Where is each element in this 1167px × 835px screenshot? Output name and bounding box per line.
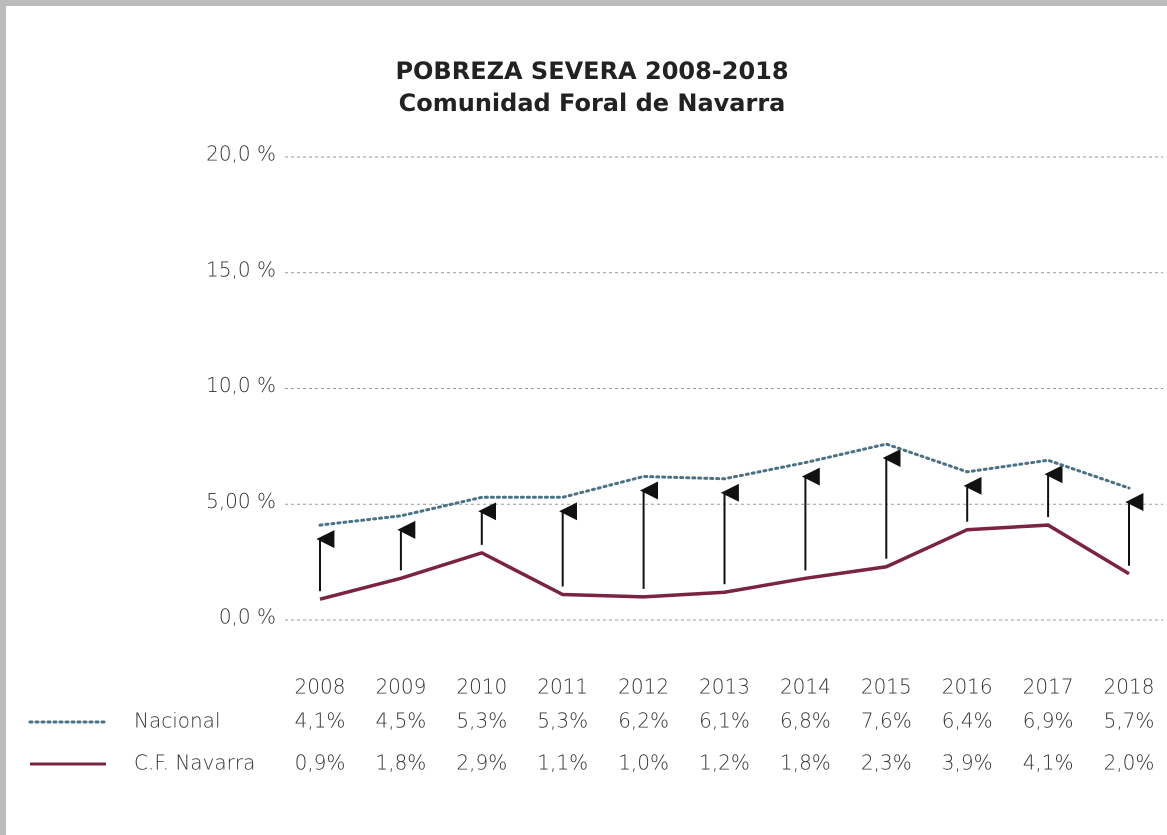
legend-label: Nacional <box>134 709 221 733</box>
value-label: 1,0% <box>618 751 669 775</box>
value-label: 6,4% <box>942 709 993 733</box>
x-tick-label: 2015 <box>861 675 912 699</box>
y-tick-label: 20,0 % <box>206 142 276 166</box>
value-label: 4,1% <box>295 709 346 733</box>
x-tick-label: 2009 <box>375 675 426 699</box>
x-tick-label: 2010 <box>456 675 507 699</box>
value-label: 1,8% <box>780 751 831 775</box>
value-label: 2,9% <box>456 751 507 775</box>
legend-label: C.F. Navarra <box>134 751 255 775</box>
value-label: 2,3% <box>861 751 912 775</box>
value-label: 1,1% <box>537 751 588 775</box>
series-line <box>319 523 1130 601</box>
value-label: 6,2% <box>618 709 669 733</box>
x-tick-label: 2016 <box>942 675 993 699</box>
y-tick-label: 5,00 % <box>206 489 276 513</box>
value-label: 5,7% <box>1104 709 1155 733</box>
x-tick-label: 2011 <box>537 675 588 699</box>
value-label: 7,6% <box>861 709 912 733</box>
x-tick-label: 2008 <box>295 675 346 699</box>
x-tick-label: 2014 <box>780 675 831 699</box>
value-label: 5,3% <box>456 709 507 733</box>
x-tick-label: 2012 <box>618 675 669 699</box>
value-label: 4,1% <box>1023 751 1074 775</box>
value-label: 6,1% <box>699 709 750 733</box>
chart-subtitle: Comunidad Foral de Navarra <box>399 89 786 117</box>
value-label: 3,9% <box>942 751 993 775</box>
value-label: 5,3% <box>537 709 588 733</box>
value-label: 2,0% <box>1104 751 1155 775</box>
x-tick-label: 2018 <box>1104 675 1155 699</box>
value-label: 1,2% <box>699 751 750 775</box>
x-tick-label: 2017 <box>1023 675 1074 699</box>
series-line <box>318 442 1131 527</box>
value-label: 6,8% <box>780 709 831 733</box>
y-tick-label: 10,0 % <box>206 373 276 397</box>
value-label: 1,8% <box>375 751 426 775</box>
value-label: 4,5% <box>375 709 426 733</box>
value-label: 6,9% <box>1023 709 1074 733</box>
y-tick-label: 0,0 % <box>219 605 276 629</box>
value-label: 0,9% <box>295 751 346 775</box>
x-tick-label: 2013 <box>699 675 750 699</box>
chart-title: POBREZA SEVERA 2008-2018 <box>395 57 788 85</box>
y-tick-label: 15,0 % <box>206 257 276 281</box>
